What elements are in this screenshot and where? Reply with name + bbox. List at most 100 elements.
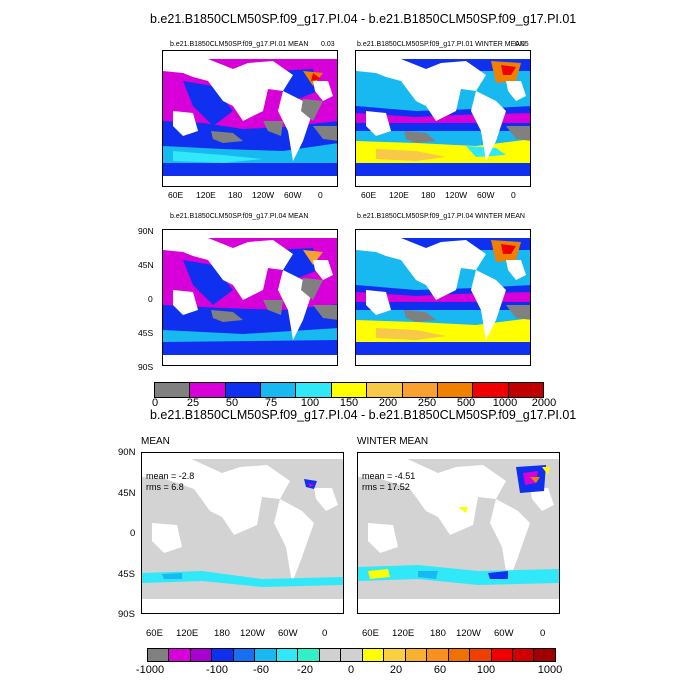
colorbar-swatch [402,383,438,397]
colorbar-swatch [190,383,226,397]
colorbar-label: -20 [297,664,313,676]
colorbar-label: 250 [417,397,437,409]
lat-label: 45S [138,328,154,338]
lon-label: 0 [318,190,323,200]
map-panel-bottom-left [162,229,338,366]
mean-stat: mean = -4.51 [362,471,416,481]
colorbar-label: 0 [347,664,355,676]
colorbar-swatch [225,383,262,397]
colorbar-label: -100 [205,664,229,676]
lon-label: 60W [477,190,495,200]
panel-title: b.e21.B1850CLM50SP.f09_g17.PI.04 MEAN [170,213,309,220]
lon-label: 60E [168,190,184,200]
colorbar-swatch [298,649,320,661]
lon-label: 180 [430,628,446,639]
colorbar-swatch [276,649,299,661]
lon-label: 120W [456,628,481,639]
colorbar-label: 1000 [537,664,563,676]
colorbar-swatch [437,383,474,397]
colorbar-swatch [155,383,191,397]
colorbar-label: 200 [378,397,398,409]
lat-label: 0 [148,294,153,304]
lat-label: 90S [138,362,154,372]
rms-stat: rms = 17.52 [362,482,410,492]
lat-label: 45S [118,569,135,580]
lon-label: 120E [389,190,409,200]
colorbar-swatch [508,383,543,397]
colorbar-swatch [448,649,471,661]
lon-label: 0 [322,628,328,639]
colorbar-label: -1000 [135,664,165,676]
colorbar-swatch [169,649,191,661]
colorbar-swatch [319,649,342,661]
map-panel-bottom-right [355,229,531,366]
colorbar-swatch [341,649,363,661]
lat-label: 90N [118,447,136,458]
colorbar-swatch [512,649,535,661]
lon-label: 60E [361,190,377,200]
colorbar-label: 100 [476,664,496,676]
map-panel-diff-winter: mean = -4.51 rms = 17.52 [357,452,560,614]
colorbar-swatch [296,383,332,397]
colorbar-swatch [331,383,368,397]
rms-stat: rms = 6.8 [146,482,184,492]
lon-label: 60E [362,628,379,639]
colorbar-label: 100 [300,397,320,409]
lon-label: 60W [494,628,514,639]
lon-label: 60W [284,190,302,200]
colorbar-swatch [148,649,170,661]
lat-label: 45N [138,260,154,270]
colorbar-label: 50 [225,397,239,409]
colorbar-label: 1000 [492,397,518,409]
map-panel-top-right [355,50,531,187]
colorbar-swatch [212,649,234,661]
lon-label: 120E [392,628,415,639]
colorbar-swatch [233,649,256,661]
colorbar-bottom [147,648,556,662]
colorbar-swatch [427,649,449,661]
colorbar-label: 500 [456,397,476,409]
lon-label: 120W [240,628,265,639]
bottom-figure-title: b.e21.B1850CLM50SP.f09_g17.PI.04 - b.e21… [150,408,577,422]
lon-label: 180 [421,190,436,200]
top-figure-title: b.e21.B1850CLM50SP.f09_g17.PI.04 - b.e21… [150,12,577,26]
colorbar-swatch [384,649,406,661]
lat-label: 90N [138,226,154,236]
lon-label: 60W [278,628,298,639]
mean-stat: mean = -2.8 [146,471,195,481]
colorbar-label: 75 [264,397,278,409]
lon-label: 120E [176,628,199,639]
colorbar-swatch [473,383,509,397]
colorbar-label: 20 [389,664,403,676]
colorbar-swatch [491,649,513,661]
lon-label: 120W [252,190,275,200]
lat-label: 45N [118,488,136,499]
colorbar-swatch [362,649,385,661]
lon-label: 120E [196,190,216,200]
colorbar-top [154,382,544,398]
colorbar-swatch [534,649,555,661]
lon-label: 120W [445,190,468,200]
colorbar-swatch [190,649,213,661]
colorbar-label: -60 [253,664,269,676]
colorbar-swatch [470,649,492,661]
colorbar-swatch [261,383,297,397]
lon-label: 0 [540,628,546,639]
panel-title: b.e21.B1850CLM50SP.f09_g17.PI.01 MEAN [170,41,309,48]
lon-label: 180 [228,190,243,200]
map-panel-top-left [162,50,338,187]
lat-label: 90S [118,609,135,620]
colorbar-label: 150 [339,397,359,409]
lon-label: 60E [146,628,163,639]
lon-label: 0 [511,190,516,200]
panel-title: MEAN [141,436,170,447]
lat-label: 0 [130,528,136,539]
lon-label: 180 [214,628,230,639]
panel-title: b.e21.B1850CLM50SP.f09_g17.PI.01 WINTER … [357,41,525,48]
colorbar-label: 2000 [531,397,557,409]
colorbar-label: 60 [433,664,447,676]
panel-title: b.e21.B1850CLM50SP.f09_g17.PI.04 WINTER … [357,213,525,220]
panel-corner-value: 0.03 [321,41,335,48]
colorbar-label: 25 [186,397,200,409]
colorbar-swatch [255,649,277,661]
